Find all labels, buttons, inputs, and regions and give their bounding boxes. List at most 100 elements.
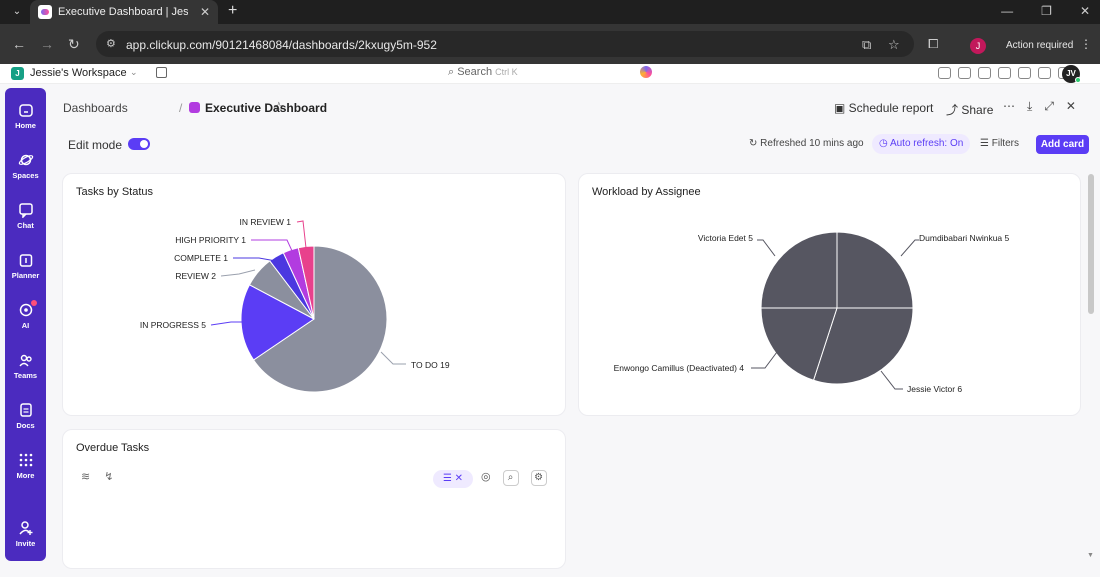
ai-sparkle-icon[interactable]: [640, 66, 652, 78]
edit-mode-toggle[interactable]: [128, 138, 150, 150]
calendar-icon: [18, 252, 34, 268]
subtasks-icon[interactable]: ↯: [104, 471, 114, 483]
pie-slice[interactable]: [760, 307, 838, 381]
pie-slice-label: HIGH PRIORITY 1: [175, 235, 246, 245]
extensions-icon[interactable]: ⧠: [928, 36, 939, 51]
favorite-star-icon[interactable]: ☆: [273, 99, 285, 114]
breadcrumb-separator: /: [179, 101, 183, 115]
clock-icon[interactable]: [1018, 67, 1031, 79]
new-tab-icon[interactable]: +: [228, 2, 238, 19]
share-button[interactable]: ⤴ Share: [946, 103, 994, 117]
auto-refresh-label: Auto refresh: On: [889, 138, 964, 149]
chevron-down-icon[interactable]: ⌄: [130, 67, 138, 77]
sidebar-item-home[interactable]: Home: [5, 102, 46, 130]
sidebar-item-more[interactable]: More: [5, 452, 46, 480]
docs-icon[interactable]: [1038, 67, 1051, 79]
filters-button[interactable]: ☰ Filters: [980, 138, 1019, 149]
sidebar-label: Docs: [16, 421, 35, 430]
overdue-tasks-card[interactable]: Overdue Tasks ≋ ↯ ☰ ✕ ◎ ⌕ ⚙: [62, 429, 566, 569]
download-icon[interactable]: ⤓: [1027, 99, 1033, 113]
edit-mode-label: Edit mode: [68, 138, 123, 152]
minimize-icon[interactable]: —: [1001, 4, 1014, 18]
workload-by-assignee-card[interactable]: Workload by Assignee Dumdibabari Nwinkua…: [578, 173, 1081, 416]
breadcrumb-dashboards[interactable]: Dashboards: [63, 101, 128, 115]
action-required-button[interactable]: Action required: [1006, 40, 1074, 51]
scroll-down-arrow-icon[interactable]: ▼: [1087, 552, 1094, 559]
sidebar-item-spaces[interactable]: Spaces: [5, 152, 46, 180]
address-bar-row: ← → ↻ ⚙ app.clickup.com/90121468084/dash…: [0, 24, 1100, 64]
restore-icon[interactable]: ❐: [1041, 4, 1052, 18]
chat-icon: [18, 202, 34, 219]
close-icon[interactable]: ✕: [1065, 99, 1076, 113]
fullscreen-icon[interactable]: ⤢: [1044, 99, 1054, 113]
pie-slice-label: Jessie Victor 6: [907, 384, 962, 394]
more-options-icon[interactable]: ⋯: [1003, 99, 1015, 113]
window-close-icon[interactable]: ✕: [1079, 4, 1090, 18]
url-field[interactable]: ⚙ app.clickup.com/90121468084/dashboards…: [96, 31, 914, 57]
pie-slice-label: REVIEW 2: [175, 271, 216, 281]
notepad-icon[interactable]: [978, 67, 991, 79]
pie-label-leader: [751, 351, 778, 369]
pie-slice[interactable]: [252, 245, 388, 393]
profile-avatar[interactable]: J: [970, 38, 986, 54]
workload-by-assignee-chart: Dumdibabari Nwinkua 5 Jessie Victor 6 Enwo…: [614, 231, 1010, 394]
pie-slice[interactable]: [812, 307, 914, 385]
schedule-report-button[interactable]: ▣ Schedule report: [834, 101, 934, 115]
tab-search-menu-icon[interactable]: ⌄: [12, 6, 22, 17]
layers-icon[interactable]: ≋: [81, 471, 91, 483]
scrollbar[interactable]: [1088, 174, 1094, 314]
sidebar: Home Spaces Chat Planner AI Teams Docs M…: [5, 88, 46, 561]
workspace-name[interactable]: Jessie's Workspace: [30, 67, 127, 79]
notification-dot: [31, 300, 37, 306]
pie-label-leader: [757, 239, 776, 257]
teams-icon: [18, 352, 34, 368]
sidebar-item-teams[interactable]: Teams: [5, 352, 46, 380]
check-circle-icon[interactable]: ◎: [481, 471, 491, 483]
search-input[interactable]: ⌕ Search Ctrl K: [448, 66, 518, 78]
pie-label-leader: [220, 269, 256, 277]
tab-close-icon[interactable]: ✕: [199, 5, 210, 19]
active-filter-chip[interactable]: ☰ ✕: [433, 470, 473, 488]
auto-refresh-button[interactable]: ◷ Auto refresh: On: [872, 134, 971, 154]
dashboard-header: Dashboards / Executive Dashboard ☆ ▣ Sch…: [50, 90, 1100, 130]
video-icon[interactable]: [998, 67, 1011, 79]
sidebar-item-invite[interactable]: Invite: [5, 520, 46, 548]
refresh-status-text: Refreshed 10 mins ago: [760, 138, 864, 149]
pie-slice-label: Victoria Edet 5: [698, 233, 753, 243]
tasks-by-status-card[interactable]: Tasks by Status TO DO 19 IN PROGRESS 5 REV…: [62, 173, 566, 416]
sidebar-label: Teams: [13, 371, 38, 380]
browser-tab-bar: ⌄ Executive Dashboard | Jessie's V ✕ + —…: [0, 0, 1100, 24]
site-info-icon[interactable]: ⚙: [106, 38, 116, 50]
bookmark-star-icon[interactable]: ☆: [888, 37, 900, 52]
reload-icon[interactable]: ↻: [68, 36, 80, 52]
pie-label-leader: [380, 351, 406, 365]
sidebar-item-docs[interactable]: Docs: [5, 402, 46, 430]
workspace-badge[interactable]: J: [11, 67, 24, 80]
pie-slice-label: Enwongo Camillus (Deactivated) 4: [614, 363, 745, 373]
doc-icon: [18, 402, 34, 418]
pie-slice[interactable]: [760, 231, 838, 309]
sidebar-label: AI: [21, 321, 30, 330]
forward-icon[interactable]: →: [40, 36, 54, 52]
browser-menu-icon[interactable]: ⋮: [1080, 37, 1092, 51]
browser-tab[interactable]: Executive Dashboard | Jessie's V ✕: [30, 0, 218, 24]
add-card-button[interactable]: Add card: [1036, 135, 1089, 154]
pie-slice[interactable]: [836, 231, 914, 309]
pie-slice-label: IN PROGRESS 5: [140, 320, 206, 330]
refresh-status[interactable]: ↻ Refreshed 10 mins ago: [749, 138, 864, 149]
install-app-icon[interactable]: ⧉: [862, 37, 872, 52]
pie-label-leader: [880, 370, 903, 390]
pie-label-leader: [900, 239, 919, 257]
calendar-icon[interactable]: [156, 67, 167, 78]
search-icon[interactable]: ⌕: [502, 470, 519, 486]
settings-gear-icon[interactable]: ⚙: [530, 470, 547, 486]
pie-slice[interactable]: [240, 284, 315, 361]
sidebar-item-planner[interactable]: Planner: [5, 252, 46, 280]
app-header: J Jessie's Workspace ⌄ ⌕ Search Ctrl K J…: [0, 64, 1100, 84]
sidebar-item-ai[interactable]: AI: [5, 300, 46, 330]
page-title[interactable]: Executive Dashboard: [205, 101, 328, 115]
inbox-icon[interactable]: [958, 67, 971, 79]
sidebar-item-chat[interactable]: Chat: [5, 202, 46, 230]
back-icon[interactable]: ←: [12, 36, 26, 52]
task-check-icon[interactable]: [938, 67, 951, 79]
